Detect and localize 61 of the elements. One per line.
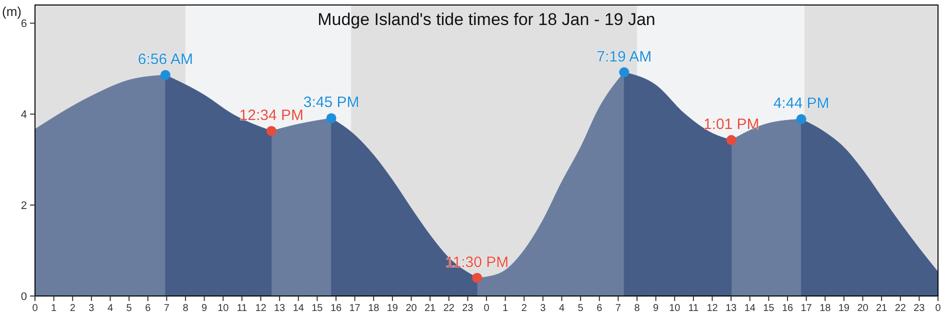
x-tick-label: 10	[669, 303, 681, 314]
x-tick-label: 16	[782, 303, 794, 314]
x-tick-label: 6	[145, 303, 152, 314]
annotation: 12:34 PM	[239, 106, 304, 124]
x-tick-label: 8	[634, 303, 640, 314]
x-tick-label: 9	[653, 303, 660, 314]
x-tick-label: 21	[424, 303, 436, 314]
y-tick-label: 6	[20, 18, 27, 30]
annotation: 7:19 AM	[596, 48, 652, 66]
x-tick-label: 7	[615, 303, 622, 314]
chart-title: Mudge Island's tide times for 18 Jan - 19 Jan	[318, 10, 656, 29]
y-axis-title: (m)	[2, 4, 22, 19]
x-tick-label: 6	[596, 303, 603, 314]
x-tick-label: 22	[443, 303, 455, 314]
annotation: 6:56 AM	[138, 51, 193, 68]
x-tick-label: 5	[126, 303, 132, 314]
annotation: 1:01 PM	[703, 116, 760, 134]
x-tick-label: 5	[578, 303, 584, 314]
x-tick-label: 21	[876, 303, 888, 314]
x-tick-label: 17	[349, 303, 361, 314]
annotation: 4:44 PM	[773, 95, 830, 112]
x-tick-label: 15	[763, 303, 775, 314]
x-tick-label: 22	[894, 303, 906, 314]
x-tick-label: 20	[857, 303, 869, 314]
x-tick-label: 19	[386, 303, 398, 314]
x-tick-label: 20	[406, 303, 418, 314]
x-tick-label: 1	[51, 303, 58, 314]
x-tick-label: 10	[218, 303, 230, 314]
x-tick-label: 16	[330, 303, 342, 314]
x-tick-label: 0	[484, 303, 490, 314]
x-tick-label: 2	[70, 303, 76, 314]
x-tick-label: 4	[107, 303, 114, 314]
x-tick-label: 4	[558, 303, 565, 314]
x-tick-label: 18	[820, 303, 832, 314]
y-tick-label: 0	[20, 291, 27, 303]
y-tick-label: 2	[20, 200, 27, 212]
y-tick-label: 4	[20, 109, 27, 122]
x-tick-label: 14	[292, 303, 304, 314]
x-tick-label: 13	[274, 303, 286, 314]
x-tick-label: 9	[202, 303, 208, 314]
x-tick-label: 12	[706, 303, 718, 314]
x-tick-label: 23	[914, 303, 926, 314]
x-tick-label: 23	[462, 303, 474, 314]
x-tick-label: 3	[540, 303, 546, 314]
x-tick-label: 7	[164, 303, 170, 314]
x-tick-label: 0	[935, 303, 942, 314]
x-tick-label: 0	[32, 303, 38, 314]
x-tick-label: 17	[800, 303, 812, 314]
x-tick-label: 19	[838, 303, 850, 314]
x-tick-label: 11	[688, 303, 700, 314]
x-tick-label: 12	[255, 303, 267, 314]
x-tick-label: 8	[182, 303, 189, 314]
x-tick-label: 2	[521, 303, 528, 314]
x-tick-label: 14	[744, 303, 756, 314]
x-tick-label: 15	[312, 303, 324, 314]
x-tick-label: 1	[502, 303, 509, 314]
x-tick-label: 11	[236, 303, 248, 314]
x-tick-label: 3	[88, 303, 95, 314]
x-tick-label: 18	[368, 303, 380, 314]
x-tick-label: 13	[726, 303, 738, 314]
annotation: 3:45 PM	[303, 94, 360, 112]
